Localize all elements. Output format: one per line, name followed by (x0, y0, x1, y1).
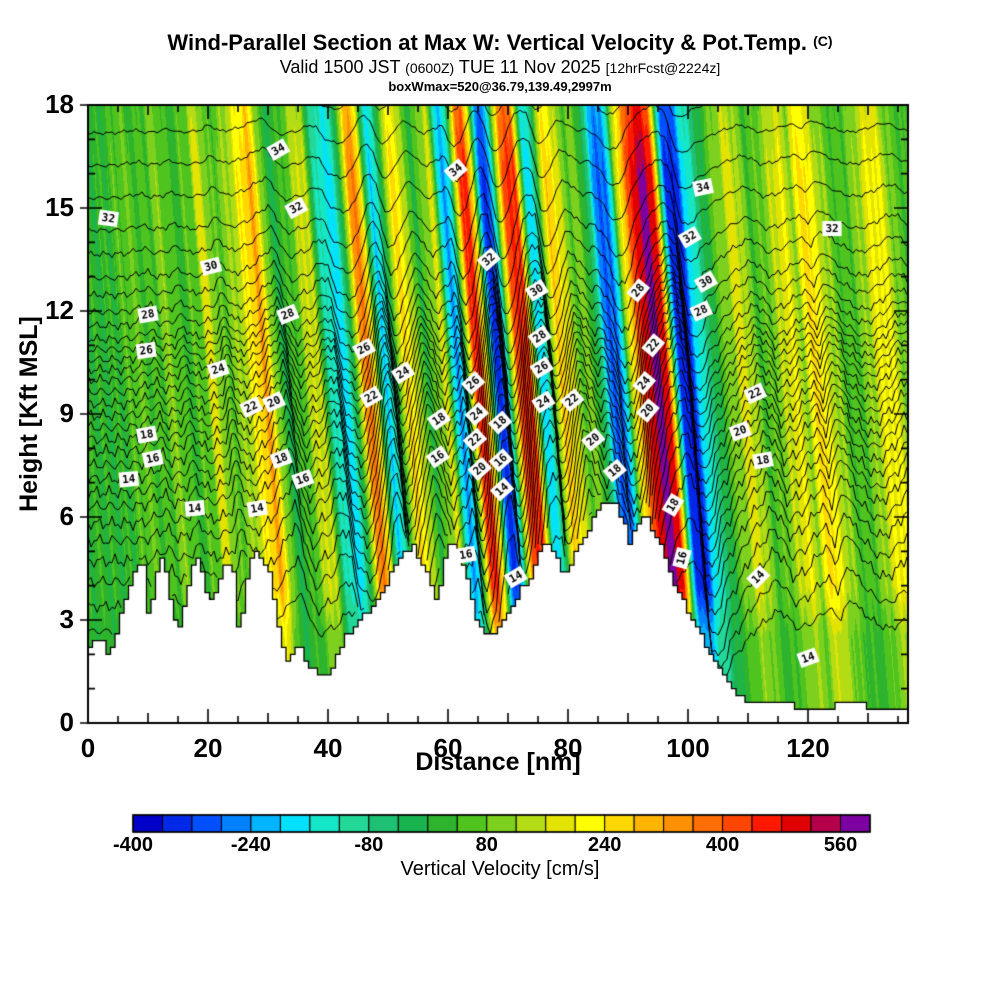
y-tick-label: 0 (59, 707, 74, 737)
colorbar-tick-label: 400 (705, 834, 740, 856)
y-tick-label: 6 (59, 501, 74, 531)
y-tick-label: 12 (45, 295, 74, 325)
colorbar-tick-label: 80 (475, 834, 498, 856)
y-tick-label: 3 (59, 604, 74, 634)
colorbar-tick-label: 560 (823, 834, 858, 856)
valid-time-line: Valid 1500 JST (0600Z) TUE 11 Nov 2025 [… (0, 57, 1000, 78)
x-tick-label: 0 (80, 733, 96, 763)
x-tick-label: 100 (666, 733, 710, 763)
colorbar-tick-label: -80 (354, 834, 384, 856)
valid-date-text: TUE 11 Nov 2025 (458, 57, 601, 77)
colorbar-tick-label: 240 (587, 834, 622, 856)
x-axis-title: Distance [nm] (415, 748, 581, 776)
colorbar-title: Vertical Velocity [cm/s] (400, 858, 600, 880)
x-tick-label: 120 (786, 733, 830, 763)
y-tick-label: 18 (45, 89, 74, 119)
x-tick-label: 20 (193, 733, 223, 763)
valid-time-text: Valid 1500 JST (279, 57, 401, 77)
colorbar-tick-label: -240 (230, 834, 271, 856)
colorbar-tick-label: -400 (112, 834, 154, 856)
title-unit-suffix: (C) (813, 33, 833, 49)
x-tick-label: 40 (313, 733, 343, 763)
title-text: Wind-Parallel Section at Max W: Vertical… (167, 30, 808, 55)
x-tick-label: 80 (553, 733, 583, 763)
wmax-annotation: boxWmax=520@36.79,139.49,2997m (388, 79, 612, 94)
y-tick-label: 15 (45, 192, 74, 222)
x-tick-label: 60 (433, 733, 463, 763)
y-tick-label: 9 (59, 398, 74, 428)
valid-time-utc: (0600Z) (405, 60, 455, 76)
forecast-tag: [12hrFcst@2224z] (605, 60, 721, 76)
page-title: Wind-Parallel Section at Max W: Vertical… (0, 30, 1000, 56)
